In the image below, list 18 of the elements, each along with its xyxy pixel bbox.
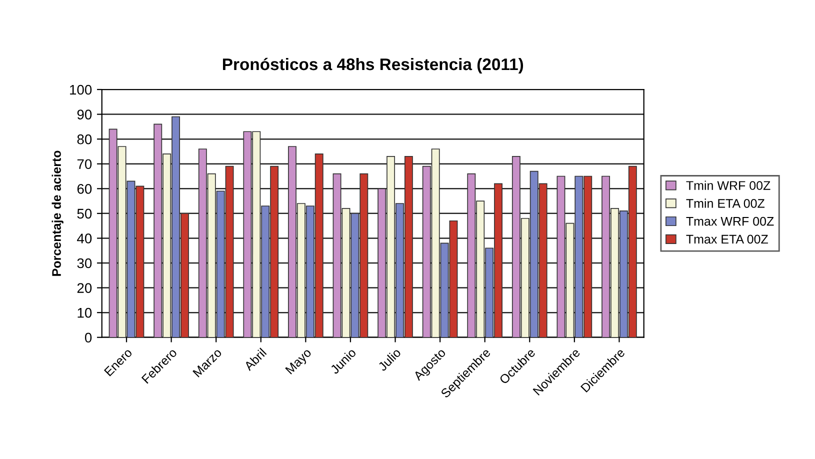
y-tick-label: 0 bbox=[84, 332, 92, 343]
y-tick-label: 100 bbox=[70, 84, 92, 95]
y-tick-label: 50 bbox=[77, 208, 92, 219]
y-tick-label: 80 bbox=[77, 134, 92, 144]
y-tick-label: 60 bbox=[77, 184, 92, 194]
chart-title: Pronósticos a 48hs Resistencia (2011) bbox=[222, 58, 524, 74]
legend-label: Tmax WRF 00Z bbox=[686, 216, 774, 226]
x-tick-label: Julio bbox=[377, 347, 402, 372]
legend-label: Tmin WRF 00Z bbox=[686, 180, 770, 190]
y-tick-label: 90 bbox=[77, 110, 92, 120]
legend-label: Tmin ETA 00Z bbox=[686, 198, 765, 208]
y-tick-label: 70 bbox=[77, 159, 92, 170]
legend-label: Tmax ETA 00Z bbox=[686, 234, 768, 244]
y-axis-title: Porcentaje de acierto bbox=[52, 150, 64, 276]
y-tick-label: 10 bbox=[78, 308, 92, 318]
y-tick-label: 40 bbox=[77, 234, 92, 244]
y-tick-label: 30 bbox=[77, 258, 92, 268]
y-tick-label: 20 bbox=[77, 283, 92, 293]
